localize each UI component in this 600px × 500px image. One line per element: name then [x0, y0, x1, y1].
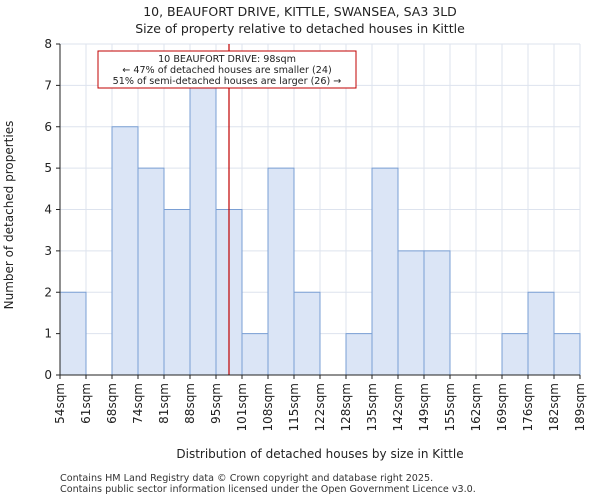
bar [111, 126, 139, 376]
bar [423, 250, 451, 376]
bar [137, 167, 165, 376]
annotation-line-2: ← 47% of detached houses are smaller (24… [122, 65, 331, 76]
x-axis-label: Distribution of detached houses by size … [176, 447, 463, 461]
bar [293, 291, 321, 376]
x-tick-label: 169sqm [495, 383, 509, 431]
y-tick-label: 8 [44, 37, 52, 51]
x-tick-label: 95sqm [209, 383, 223, 424]
x-tick-label: 74sqm [131, 383, 145, 424]
x-tick-label: 182sqm [547, 383, 561, 431]
bar [267, 167, 295, 376]
x-tick-label: 155sqm [443, 383, 457, 431]
bar [59, 291, 87, 376]
annotation-frame [97, 50, 357, 89]
x-tick-label: 88sqm [183, 383, 197, 424]
bar [163, 209, 191, 376]
y-tick-label: 0 [44, 368, 52, 382]
bar [397, 250, 425, 376]
x-tick-label: 189sqm [573, 383, 587, 431]
footer-licence: Contains public sector information licen… [60, 484, 476, 495]
y-tick-label: 5 [44, 161, 52, 175]
y-tick-label: 3 [44, 244, 52, 258]
y-ticks: 0 1 2 3 4 5 6 7 8 [44, 37, 60, 382]
x-tick-label: 115sqm [287, 383, 301, 431]
x-tick-label: 61sqm [79, 383, 93, 424]
bar [501, 333, 529, 376]
bars [59, 84, 581, 376]
y-tick-label: 2 [44, 285, 52, 299]
x-tick-label: 108sqm [261, 383, 275, 431]
x-tick-label: 162sqm [469, 383, 483, 431]
x-tick-label: 142sqm [391, 383, 405, 431]
x-tick-label: 101sqm [235, 383, 249, 431]
footer-copyright: Contains HM Land Registry data © Crown c… [60, 473, 434, 484]
bar [189, 84, 217, 376]
bar [345, 333, 373, 376]
x-tick-label: 135sqm [365, 383, 379, 431]
y-tick-label: 4 [44, 203, 52, 217]
chart-title-address: 10, BEAUFORT DRIVE, KITTLE, SWANSEA, SA3… [143, 4, 457, 19]
x-tick-label: 81sqm [157, 383, 171, 424]
annotation-line-1: 10 BEAUFORT DRIVE: 98sqm [158, 54, 296, 65]
bar [527, 291, 555, 376]
bar [553, 333, 581, 376]
annotation-box: 10 BEAUFORT DRIVE: 98sqm ← 47% of detach… [97, 50, 357, 89]
x-tick-label: 122sqm [313, 383, 327, 431]
x-tick-label: 68sqm [105, 383, 119, 424]
x-tick-label: 149sqm [417, 383, 431, 431]
bar [371, 167, 399, 376]
annotation-line-3: 51% of semi-detached houses are larger (… [113, 76, 342, 87]
x-tick-label: 128sqm [339, 383, 353, 431]
chart-title: Size of property relative to detached ho… [135, 21, 465, 36]
y-axis-label: Number of detached properties [2, 121, 16, 310]
y-tick-label: 1 [44, 327, 52, 341]
y-tick-label: 7 [44, 78, 52, 92]
x-tick-label: 54sqm [53, 383, 67, 424]
x-ticks: 54sqm 61sqm 68sqm 74sqm 81sqm 88sqm 95sqm 101sq… [53, 375, 587, 431]
x-tick-label: 176sqm [521, 383, 535, 431]
y-tick-label: 6 [44, 120, 52, 134]
bar [241, 333, 269, 376]
